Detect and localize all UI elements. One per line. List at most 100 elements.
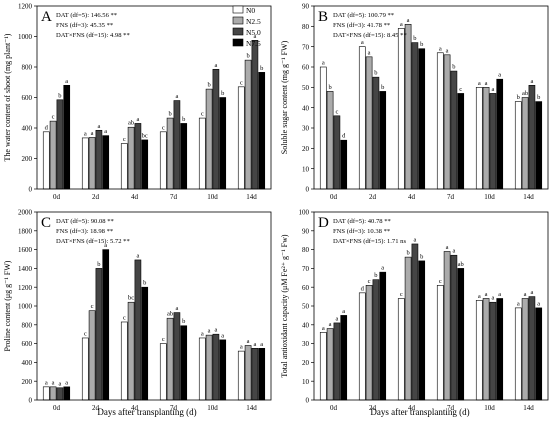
significance-letter: a <box>446 244 449 251</box>
significance-letter: c <box>459 86 462 93</box>
significance-letter: a <box>452 248 455 255</box>
y-tick-label: 0 <box>306 186 310 194</box>
significance-letter: a <box>104 128 107 135</box>
stats-line: DAT (df=5): 146.56 ** <box>56 12 117 19</box>
bar-n0-14d <box>514 101 522 190</box>
significance-letter: c <box>123 136 126 143</box>
significance-letter: d <box>361 285 365 292</box>
bar-n0-0d <box>319 66 327 190</box>
y-tick-label: 1000 <box>18 303 33 311</box>
significance-letter: a <box>478 80 481 87</box>
bar-n5-0-7d <box>173 100 181 190</box>
bar-n2-5-2d <box>88 310 96 401</box>
x-tick-label: 10d <box>484 404 495 412</box>
y-tick-label: 200 <box>22 378 33 386</box>
bar-n5-0-0d <box>333 115 341 190</box>
bar-n5-0-14d <box>528 296 536 401</box>
y-tick-label: 400 <box>22 125 33 133</box>
bar-n2-5-0d <box>326 91 334 190</box>
y-tick-label: 80 <box>302 23 310 31</box>
bar-n5-0-7d <box>450 70 458 190</box>
y-tick-label: 800 <box>22 321 33 329</box>
stats-line: FNS (df=3): 41.78 ** <box>333 22 390 29</box>
significance-letter: b <box>517 94 520 101</box>
significance-letter: a <box>214 327 217 334</box>
bar-n0-10d <box>198 117 206 190</box>
significance-letter: b <box>207 82 210 89</box>
y-tick-label: 1600 <box>18 246 33 254</box>
significance-letter: a <box>537 300 540 307</box>
significance-letter: a <box>240 344 243 351</box>
y-tick-label: 0 <box>29 397 33 405</box>
significance-letter: b <box>406 250 409 257</box>
bar-n0-0d <box>42 131 50 190</box>
x-tick-label: 7d <box>447 404 455 412</box>
x-tick-label: 0d <box>53 404 61 412</box>
bar-n0-4d <box>397 298 405 401</box>
plot-frame <box>36 211 272 401</box>
stats-line: FNS (df=3): 45.35 ** <box>56 22 113 29</box>
significance-letter: a <box>214 62 217 69</box>
y-tick-label: 0 <box>29 186 33 194</box>
bar-n0-4d <box>397 28 405 190</box>
significance-letter: c <box>52 114 55 121</box>
significance-letter: a <box>136 116 139 123</box>
y-tick-label: 800 <box>22 64 33 72</box>
bar-n0-10d <box>198 337 206 401</box>
y-tick-label: 90 <box>302 227 310 235</box>
y-tick-label: 90 <box>302 3 310 11</box>
x-tick-label: 2d <box>92 193 100 201</box>
bar-n2-5-7d <box>443 54 451 190</box>
panel-letter: D <box>318 215 329 231</box>
y-tick-label: 10 <box>302 165 310 173</box>
bar-n2-5-14d <box>244 345 252 401</box>
legend-label: N7.5 <box>246 39 261 48</box>
legend-swatch <box>232 16 244 25</box>
bar-n0-2d <box>81 137 89 190</box>
y-tick-label: 50 <box>302 303 310 311</box>
x-tick-label: 2d <box>92 404 100 412</box>
stats-line: FNS (df=3): 18.98 ** <box>56 228 113 235</box>
significance-letter: a <box>485 80 488 87</box>
x-tick-label: 2d <box>369 404 377 412</box>
bar-n5-0-4d <box>134 259 142 401</box>
x-tick-label: 10d <box>207 193 218 201</box>
significance-letter: b <box>260 65 263 72</box>
bar-n7-5-2d <box>102 249 110 401</box>
significance-letter: b <box>143 280 146 287</box>
significance-letter: a <box>478 293 481 300</box>
bar-n2-5-10d <box>205 88 213 190</box>
x-tick-label: 14d <box>246 193 257 201</box>
significance-letter: b <box>452 64 455 71</box>
significance-letter: a <box>335 315 338 322</box>
y-tick-label: 100 <box>299 209 310 217</box>
bar-n0-7d <box>159 343 167 401</box>
bar-n0-14d <box>514 307 522 401</box>
stats-line: DAT×FNS (df=15): 5.72 ** <box>56 238 130 245</box>
bar-n5-0-10d <box>489 301 497 401</box>
bar-n2-5-4d <box>404 23 412 190</box>
stats-line: FNS (df=3): 10.38 ** <box>333 228 390 235</box>
bar-n7-5-7d <box>457 93 465 190</box>
bar-n7-5-7d <box>180 325 188 401</box>
y-axis-title: The water content of shoot (mg plant⁻¹) <box>3 33 12 161</box>
bar-n5-0-14d <box>528 85 536 190</box>
legend-label: N5.0 <box>246 28 261 37</box>
bar-n7-5-10d <box>219 339 227 401</box>
bar-n7-5-10d <box>219 97 227 190</box>
bar-n5-0-10d <box>212 68 220 190</box>
significance-letter: a <box>322 60 325 67</box>
y-axis-title: Proline content (μg g⁻¹ FW) <box>3 260 12 351</box>
significance-letter: a <box>175 305 178 312</box>
plot-frame <box>313 211 549 401</box>
legend-swatch <box>232 27 244 36</box>
bar-n0-14d <box>237 350 245 401</box>
significance-letter: a <box>498 72 501 79</box>
bar-n7-5-10d <box>496 298 504 401</box>
significance-letter: bc <box>128 295 134 302</box>
y-tick-label: 1400 <box>18 265 33 273</box>
y-tick-label: 60 <box>302 64 310 72</box>
